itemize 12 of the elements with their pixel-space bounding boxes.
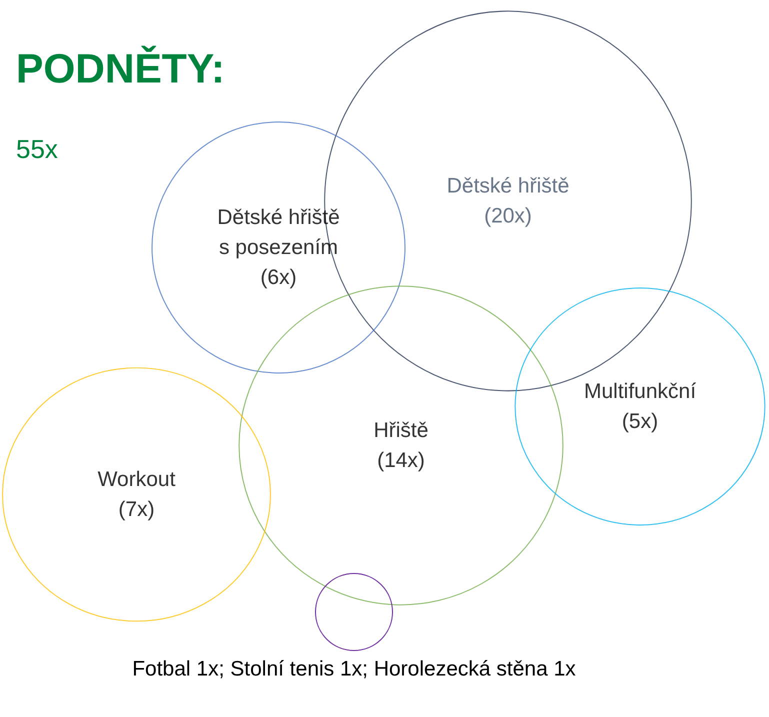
text: PODNĚTY: [16,46,225,92]
category-label: Dětské hřiště [446,174,570,198]
category-label: Hřiště [374,419,428,442]
category-label: Multifunkční [584,380,696,403]
text: Fotbal 1x; Stolní tenis 1x; Horolezecká stěna 1x [132,658,576,680]
data-label: (6x) [260,266,297,289]
data-label: (20x) [484,204,532,228]
text: 55x [16,134,58,164]
data-label: (5x) [622,410,658,433]
category-label: Workout [98,468,176,491]
data-label: (14x) [377,449,425,472]
data-label: (7x) [118,498,155,521]
